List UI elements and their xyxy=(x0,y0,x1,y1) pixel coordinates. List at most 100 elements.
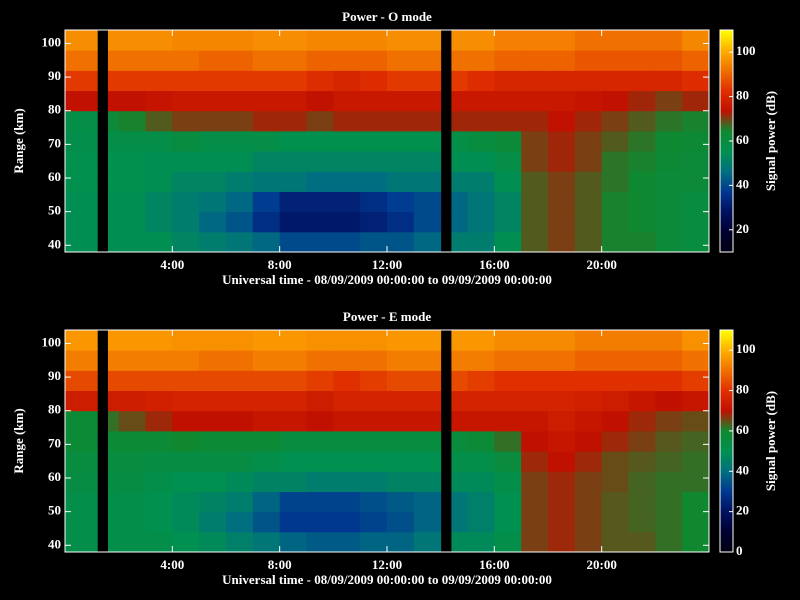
heatmap-cell xyxy=(172,410,200,432)
heatmap-cell xyxy=(521,231,549,253)
heatmap-cell xyxy=(360,151,388,172)
heatmap-cell xyxy=(628,211,656,233)
heatmap-cell xyxy=(65,151,98,172)
heatmap-cell xyxy=(118,350,146,371)
heatmap-cell xyxy=(521,511,549,533)
heatmap-cell xyxy=(413,370,442,392)
heatmap-cell xyxy=(306,130,334,152)
heatmap-cell xyxy=(306,171,334,192)
heatmap-cell xyxy=(333,350,361,371)
heatmap-cell xyxy=(226,231,254,253)
heatmap-cell xyxy=(107,171,120,192)
heatmap-cell xyxy=(199,130,227,152)
heatmap-cell xyxy=(467,410,495,432)
heatmap-cell xyxy=(655,231,683,253)
heatmap-cell xyxy=(628,171,656,192)
heatmap-cell xyxy=(467,430,495,452)
heatmap-cell xyxy=(199,390,227,412)
y-tick-label: 80 xyxy=(48,402,61,417)
heatmap-cell xyxy=(413,211,442,233)
x-tick-label: 20:00 xyxy=(586,257,616,272)
heatmap-cell xyxy=(118,191,146,213)
heatmap-cell xyxy=(333,430,361,452)
y-axis-label: Range (km) xyxy=(11,108,26,173)
heatmap-cell xyxy=(413,471,442,492)
heatmap-cell xyxy=(306,90,334,112)
heatmap-cell xyxy=(548,430,576,452)
heatmap-cell xyxy=(145,130,173,152)
heatmap-cell xyxy=(226,350,254,371)
heatmap-cell xyxy=(306,211,334,233)
heatmap-cell xyxy=(494,90,522,112)
heatmap-cell xyxy=(467,70,495,92)
heatmap-cell xyxy=(601,151,629,172)
heatmap-cell xyxy=(65,451,98,472)
heatmap-cell xyxy=(279,390,307,412)
heatmap-cell xyxy=(145,211,173,233)
heatmap-cell xyxy=(601,471,629,492)
heatmap-cell xyxy=(252,130,281,152)
heatmap-cell xyxy=(387,350,415,371)
heatmap-cell xyxy=(682,191,710,213)
heatmap-cell xyxy=(682,471,710,492)
heatmap-cell xyxy=(306,50,334,71)
heatmap-cell xyxy=(574,451,603,472)
heatmap-cell xyxy=(107,70,120,92)
heatmap-cell xyxy=(521,370,549,392)
heatmap-cell xyxy=(145,110,173,132)
heatmap-cell xyxy=(118,451,146,472)
heatmap-cell xyxy=(107,451,120,472)
heatmap-cell xyxy=(494,491,522,513)
heatmap-cell xyxy=(107,531,120,553)
heatmap-cell xyxy=(628,390,656,412)
heatmap-cell xyxy=(601,390,629,412)
heatmap-cell xyxy=(655,531,683,553)
heatmap-cell xyxy=(451,151,468,172)
heatmap-cell xyxy=(413,110,442,132)
heatmap-cell xyxy=(360,451,388,472)
heatmap-cell xyxy=(548,70,576,92)
heatmap-cell xyxy=(574,471,603,492)
heatmap-cell xyxy=(574,70,603,92)
heatmap-cell xyxy=(145,151,173,172)
heatmap-cell xyxy=(360,511,388,533)
heatmap-cell xyxy=(65,491,98,513)
heatmap-cell xyxy=(360,90,388,112)
heatmap-cell xyxy=(306,350,334,371)
heatmap-cell xyxy=(199,410,227,432)
heatmap-cell xyxy=(682,130,710,152)
heatmap-cell xyxy=(574,350,603,371)
heatmap-cell xyxy=(451,30,468,51)
heatmap-cell xyxy=(145,410,173,432)
heatmap-cell xyxy=(172,231,200,253)
heatmap-cell xyxy=(360,110,388,132)
y-tick-label: 90 xyxy=(48,368,61,383)
chart-title: Power - O mode xyxy=(342,9,432,24)
heatmap-cell xyxy=(306,511,334,533)
heatmap-cell xyxy=(65,130,98,152)
heatmap-cell xyxy=(467,151,495,172)
heatmap-cell xyxy=(628,471,656,492)
heatmap-cell xyxy=(521,531,549,553)
heatmap-cell xyxy=(494,110,522,132)
heatmap-cell xyxy=(574,130,603,152)
heatmap-cell xyxy=(521,50,549,71)
heatmap-cell xyxy=(494,511,522,533)
heatmap-cell xyxy=(521,491,549,513)
heatmap-cell xyxy=(306,231,334,253)
heatmap-cell xyxy=(65,390,98,412)
heatmap-cell xyxy=(145,430,173,452)
heatmap-cell xyxy=(360,350,388,371)
heatmap-cell xyxy=(451,471,468,492)
heatmap-cell xyxy=(467,451,495,472)
heatmap-cell xyxy=(226,491,254,513)
heatmap-cell xyxy=(574,30,603,51)
heatmap-cell xyxy=(145,350,173,371)
heatmap-cell xyxy=(655,171,683,192)
heatmap-cell xyxy=(199,491,227,513)
chart-title: Power - E mode xyxy=(343,309,431,324)
heatmap-cell xyxy=(655,511,683,533)
heatmap-cell xyxy=(387,471,415,492)
heatmap-cell xyxy=(279,50,307,71)
heatmap-cell xyxy=(601,430,629,452)
